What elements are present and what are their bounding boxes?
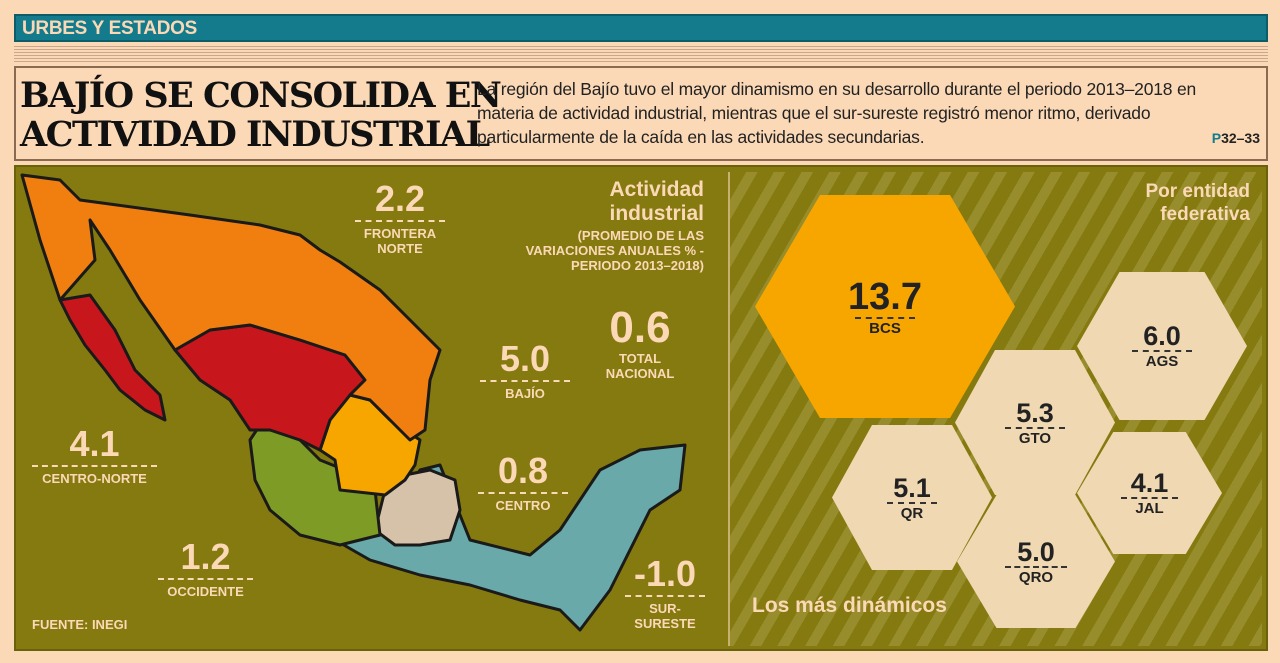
description: La región del Bajío tuvo el mayor dinami… [477, 79, 1197, 147]
region-name: FRONTERA [363, 226, 437, 241]
region-value: 0.8 [497, 450, 549, 491]
label-centro: 0.8 CENTRO [478, 452, 568, 513]
state-name: JAL [1121, 497, 1178, 517]
region-value: 2.2 [374, 178, 426, 219]
section-header: URBES Y ESTADOS [14, 14, 1268, 42]
headline: BAJÍO SE CONSOLIDA EN ACTIVIDAD INDUSTRIA… [20, 75, 502, 155]
region-frontera-norte [20, 173, 442, 442]
region-name: NORTE [377, 241, 423, 256]
label-bajio: 5.0 BAJÍO [480, 340, 570, 401]
region-name: CENTRO [495, 498, 551, 513]
page-prefix: P [1211, 130, 1222, 146]
states-title-line2: federativa [1160, 204, 1250, 225]
states-title-line1: Por entidad [1145, 181, 1250, 202]
total-nacional: 0.6 TOTAL NACIONAL [590, 303, 690, 382]
page-reference: P32–33 [1212, 130, 1260, 146]
region-name: OCCIDENTE [167, 584, 244, 599]
total-label1: TOTAL [618, 351, 662, 366]
hex-qr: 5.1 QR [832, 425, 992, 570]
region-name: CENTRO-NORTE [42, 471, 147, 486]
region-value: 1.2 [180, 536, 231, 577]
region-bcs [58, 293, 167, 422]
hex-ags: 6.0 AGS [1077, 272, 1247, 420]
region-value: -1.0 [633, 553, 697, 594]
label-centro-norte: 4.1 CENTRO-NORTE [32, 425, 157, 486]
region-name: SUR- [649, 601, 681, 616]
states-footer: Los más dinámicos [752, 594, 947, 617]
page-numbers: 32–33 [1221, 130, 1260, 146]
map-subtitle: (PROMEDIO DE LAS VARIACIONES ANUALES % -… [525, 228, 704, 273]
state-value: 6.0 [1143, 321, 1181, 351]
state-name: BCS [855, 316, 915, 337]
label-frontera-norte: 2.2 FRONTERA NORTE [355, 180, 445, 256]
source-note: FUENTE: INEGI [32, 617, 128, 632]
map-title-line1: Actividad [609, 178, 704, 201]
region-name: SURESTE [634, 616, 696, 631]
region-name: BAJÍO [505, 386, 545, 401]
state-value: 4.1 [1130, 468, 1169, 498]
label-sur-sureste: -1.0 SUR- SURESTE [625, 555, 705, 631]
states-title: Por entidad federativa [1110, 180, 1250, 226]
state-value: 5.1 [893, 472, 931, 503]
state-name: QRO [1004, 565, 1068, 586]
label-occidente: 1.2 OCCIDENTE [158, 538, 253, 599]
region-value: 4.1 [69, 423, 120, 464]
state-value: 5.3 [1016, 397, 1054, 428]
headline-line1: BAJÍO SE CONSOLIDA EN [20, 75, 502, 116]
divider [14, 46, 1268, 62]
state-value: 5.0 [1017, 536, 1055, 567]
state-name: QR [886, 501, 938, 522]
headline-line2: ACTIVIDAD INDUSTRIAL [20, 114, 490, 155]
total-value: 0.6 [609, 303, 671, 352]
total-label2: NACIONAL [605, 366, 675, 381]
map-title-line2: industrial [609, 202, 704, 225]
state-name: GTO [1004, 426, 1066, 447]
state-value: 13.7 [848, 275, 922, 318]
region-value: 5.0 [499, 338, 551, 379]
map-title: Actividad industrial [598, 178, 704, 226]
state-name: AGS [1131, 350, 1193, 370]
headline-box [14, 66, 1268, 161]
